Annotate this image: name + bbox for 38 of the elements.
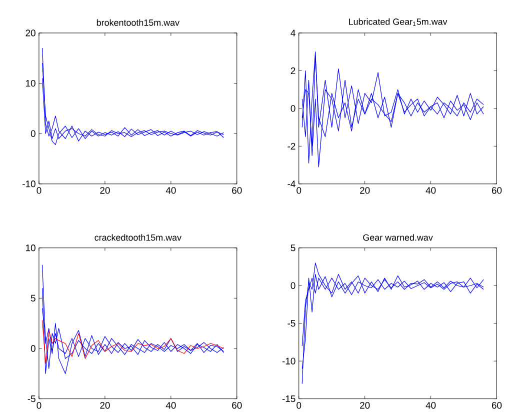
x-tick-label: 60 [492, 402, 502, 409]
y-tick-label: -15 [282, 396, 296, 402]
x-tick-label: 0 [36, 402, 42, 409]
x-tick-label: 40 [166, 402, 176, 409]
x-tick-label: 40 [166, 187, 176, 194]
chart-title: crackedtooth15m.wav [94, 234, 182, 241]
chart-title: Lubricated Gear$_{1}$5m.wav [349, 18, 448, 26]
chart-title: Gear warned.wav [363, 234, 433, 241]
x-tick-label: 40 [426, 187, 436, 194]
y-tick-label: 0 [30, 345, 36, 352]
x-tick-label: 20 [100, 187, 110, 194]
y-tick-label: 5 [290, 244, 296, 252]
x-tick-label: 20 [360, 187, 370, 194]
y-tick-label: 20 [26, 30, 36, 36]
x-tick-label: 60 [492, 187, 502, 194]
y-tick-label: 2 [290, 68, 296, 74]
x-tick-label: 40 [426, 402, 436, 409]
y-tick-label: -10 [22, 180, 36, 188]
y-tick-label: -2 [288, 142, 296, 150]
x-tick-label: 0 [296, 187, 302, 194]
x-tick-label: 0 [36, 187, 42, 194]
y-tick-label: 10 [26, 244, 36, 252]
y-tick-label: 0 [290, 105, 296, 112]
y-tick-label: -5 [288, 320, 296, 327]
y-tick-label: 4 [290, 30, 296, 36]
chart-title: brokentooth15m.wav [96, 19, 180, 26]
x-tick-label: 0 [296, 402, 302, 409]
y-tick-label: 0 [30, 130, 36, 138]
y-tick-label: -4 [288, 180, 296, 188]
y-tick-label: 5 [30, 294, 36, 302]
y-tick-label: 10 [26, 80, 36, 87]
x-tick-label: 60 [232, 402, 242, 409]
y-tick-label: 0 [290, 282, 296, 290]
x-tick-label: 20 [360, 402, 370, 409]
y-tick-label: -10 [282, 358, 296, 365]
x-tick-label: 20 [100, 402, 110, 409]
y-tick-label: -5 [28, 396, 36, 402]
x-tick-label: 60 [232, 187, 242, 194]
